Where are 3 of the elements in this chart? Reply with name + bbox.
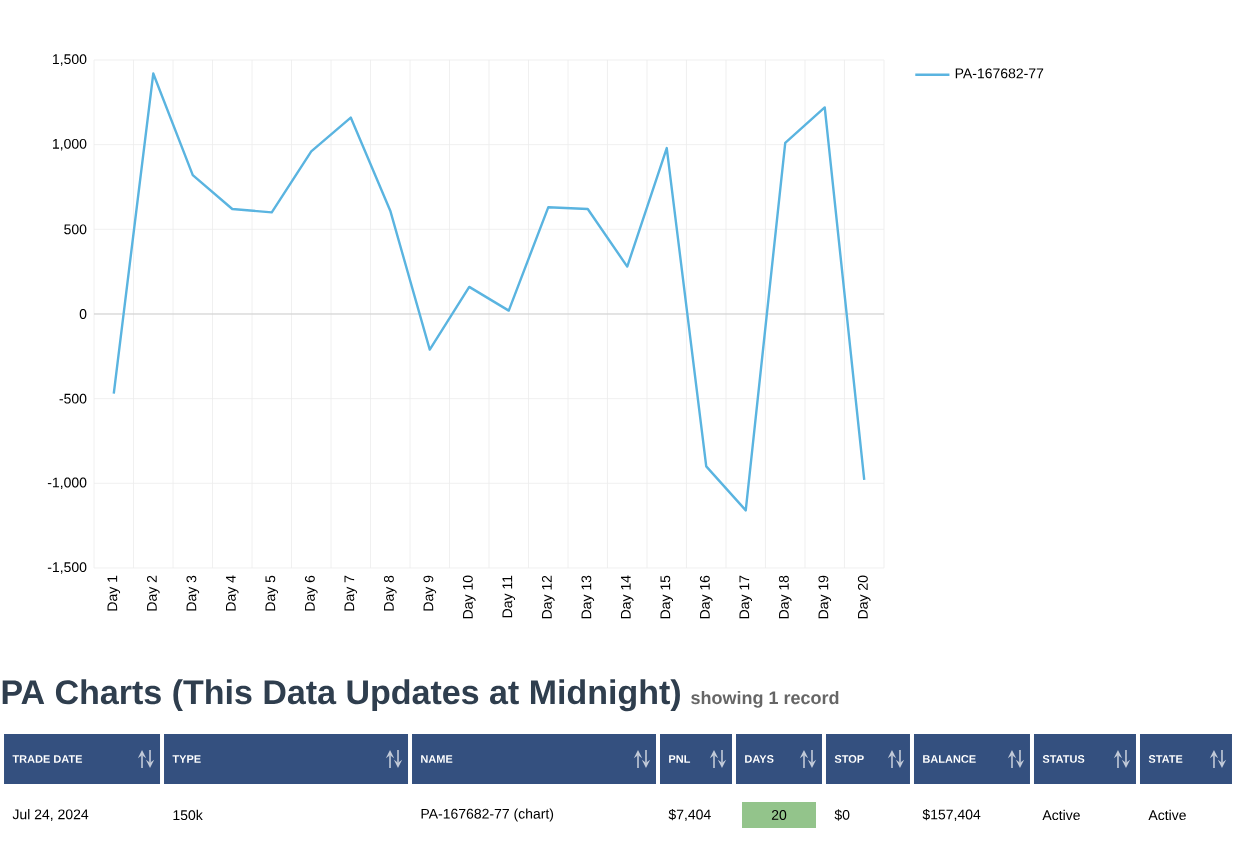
text: showing 1 record bbox=[691, 690, 839, 708]
line-series bbox=[112, 72, 866, 512]
text: PA Charts (This Data Updates at Midnight) bbox=[2, 679, 680, 712]
